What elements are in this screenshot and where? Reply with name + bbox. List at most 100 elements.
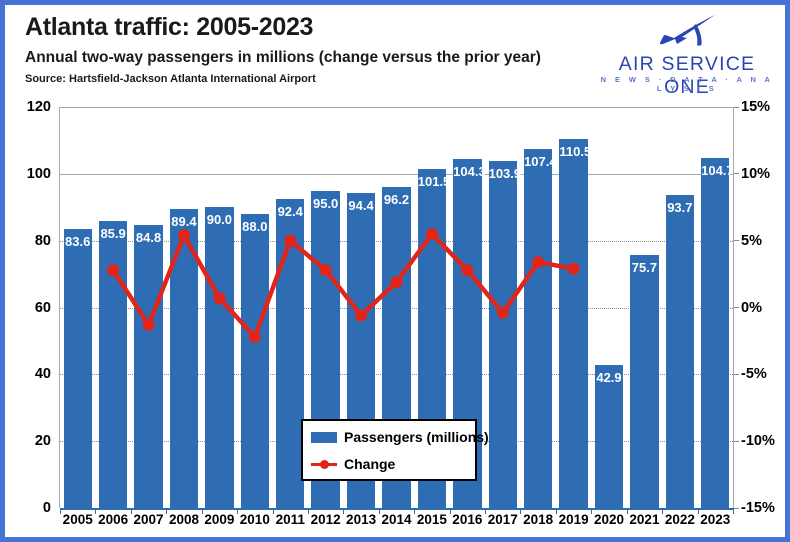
x-axis-tickmark bbox=[378, 508, 380, 514]
bar-value-label: 84.8 bbox=[135, 229, 162, 245]
x-axis-tickmark bbox=[591, 508, 593, 514]
x-axis-tickmark bbox=[166, 508, 168, 514]
x-axis-label: 2007 bbox=[133, 512, 164, 527]
y-axis-left-line bbox=[59, 107, 60, 508]
chart-canvas: Atlanta traffic: 2005-2023 Annual two-wa… bbox=[5, 5, 785, 537]
x-axis-tickmark bbox=[414, 508, 416, 514]
x-axis-label: 2010 bbox=[239, 512, 270, 527]
x-axis-label: 2015 bbox=[416, 512, 447, 527]
chart-source: Source: Hartsfield-Jackson Atlanta Inter… bbox=[25, 73, 316, 85]
bar-series: 83.6 85.9 84.8 89.4 90.0 88.0 92.4 95.0 94.4 96.2… bbox=[60, 97, 734, 508]
y-axis-tick-right: 5% bbox=[741, 232, 762, 249]
y-axis-tick-right: 0% bbox=[741, 299, 762, 316]
bar-value-label: 95.0 bbox=[312, 195, 339, 211]
plot-area: 0 20 40 60 80 100 120 -15% -10% -5% 0% 5% 10% 15% 83… bbox=[5, 97, 785, 537]
bar[interactable]: 103.9 bbox=[488, 160, 522, 508]
line-marker[interactable] bbox=[496, 306, 509, 319]
bar[interactable]: 89.4 bbox=[169, 209, 199, 508]
y-axis-tick-left: 60 bbox=[34, 299, 51, 316]
x-axis-tickmark bbox=[733, 508, 734, 514]
line-marker[interactable] bbox=[213, 292, 226, 305]
line-marker[interactable] bbox=[284, 234, 297, 247]
x-axis-tickmark bbox=[60, 508, 61, 514]
bar-value-label: 94.4 bbox=[348, 197, 374, 213]
line-marker[interactable] bbox=[178, 229, 190, 242]
chart-legend[interactable]: Passengers (millions) Change bbox=[301, 419, 489, 481]
line-marker[interactable] bbox=[248, 330, 261, 343]
y-axis-tickmark-right bbox=[733, 440, 739, 442]
y-axis-right: -15% -10% -5% 0% 5% 10% 15% bbox=[733, 97, 785, 516]
legend-label: Passengers (millions) bbox=[344, 429, 489, 445]
line-marker[interactable] bbox=[107, 264, 120, 277]
legend-bar-swatch-icon bbox=[311, 431, 337, 443]
y-axis-tickmark-right bbox=[733, 173, 739, 175]
page-title: Atlanta traffic: 2005-2023 bbox=[25, 13, 314, 41]
x-axis-tickmark bbox=[307, 508, 309, 514]
x-axis-label: 2009 bbox=[204, 512, 235, 527]
legend-item-change[interactable]: Change bbox=[311, 454, 395, 474]
bar[interactable]: 83.6 bbox=[63, 228, 92, 508]
x-axis-label: 2011 bbox=[275, 512, 305, 527]
line-marker[interactable] bbox=[355, 309, 368, 322]
y-axis-left: 0 20 40 60 80 100 120 bbox=[5, 97, 57, 516]
legend-item-passengers[interactable]: Passengers (millions) bbox=[311, 427, 489, 447]
y-axis-tickmark-right bbox=[733, 507, 739, 509]
x-axis-label: 2021 bbox=[629, 512, 660, 527]
bar[interactable]: 110.5 bbox=[559, 138, 591, 508]
x-axis-tickmark bbox=[237, 508, 239, 514]
x-axis-label: 2023 bbox=[700, 512, 731, 527]
bar-value-label: 88.0 bbox=[242, 218, 268, 234]
bar-value-label: 103.9 bbox=[488, 165, 522, 181]
x-axis-tickmark bbox=[626, 508, 628, 514]
x-axis-tickmark bbox=[272, 508, 274, 514]
bar[interactable]: 88.0 bbox=[240, 213, 269, 508]
y-axis-tick-right: -15% bbox=[741, 500, 775, 516]
bar[interactable]: 85.9 bbox=[98, 220, 128, 508]
bar-value-label: 96.2 bbox=[383, 191, 410, 207]
x-axis-label: 2014 bbox=[381, 512, 412, 527]
x-axis-label: 2022 bbox=[664, 512, 695, 527]
bar[interactable]: 107.4 bbox=[524, 149, 557, 508]
x-axis-label: 2006 bbox=[98, 512, 129, 527]
line-marker[interactable] bbox=[319, 264, 332, 277]
y-axis-tick-left: 100 bbox=[26, 165, 51, 182]
legend-label: Change bbox=[344, 456, 396, 472]
x-axis-label: 2013 bbox=[346, 512, 377, 527]
bar[interactable]: 92.4 bbox=[276, 199, 305, 508]
bar[interactable]: 84.8 bbox=[134, 224, 163, 508]
y-axis-tick-left: 20 bbox=[34, 433, 51, 450]
legend-line-marker-icon bbox=[311, 459, 337, 470]
y-axis-tick-left: 80 bbox=[34, 232, 51, 249]
bar[interactable]: 104.7 bbox=[701, 158, 734, 508]
logo-wordmark: AIR SERVICE ONE bbox=[618, 53, 756, 98]
bar[interactable]: 42.9 bbox=[594, 364, 624, 508]
y-axis-tickmark-right bbox=[733, 106, 739, 108]
x-axis-tickmark bbox=[485, 508, 487, 514]
chart-header: Atlanta traffic: 2005-2023 Annual two-wa… bbox=[5, 5, 785, 98]
x-axis-label: 2018 bbox=[523, 512, 554, 527]
x-axis-label: 2005 bbox=[62, 512, 93, 527]
y-axis-tick-right: -10% bbox=[741, 433, 775, 450]
change-line-path bbox=[107, 228, 580, 343]
line-marker[interactable] bbox=[532, 256, 545, 269]
bar-value-label: 90.0 bbox=[206, 212, 233, 228]
x-axis-line bbox=[60, 508, 733, 510]
line-marker[interactable] bbox=[142, 318, 155, 331]
line-marker[interactable] bbox=[425, 228, 438, 240]
bar-value-label: 89.4 bbox=[171, 214, 197, 230]
y-axis-tick-left: 40 bbox=[34, 366, 51, 383]
x-axis-labels: 2005 2006 2007 2008 2009 2010 2011 2012 2013 2014… bbox=[60, 512, 733, 536]
y-axis-tick-left: 0 bbox=[42, 500, 51, 516]
x-axis-label: 2008 bbox=[168, 512, 199, 527]
line-marker[interactable] bbox=[461, 264, 474, 277]
gridline bbox=[60, 107, 733, 108]
bar[interactable]: 90.0 bbox=[205, 207, 234, 508]
y-axis-tick-left: 120 bbox=[26, 99, 51, 115]
y-axis-tickmark-right bbox=[733, 307, 739, 308]
line-marker[interactable] bbox=[390, 276, 403, 289]
y-axis-tickmark-right bbox=[733, 373, 739, 375]
line-marker[interactable] bbox=[567, 262, 580, 275]
x-axis-tickmark bbox=[555, 508, 557, 514]
bar[interactable]: 75.7 bbox=[630, 255, 659, 508]
bar[interactable]: 93.7 bbox=[665, 194, 695, 508]
